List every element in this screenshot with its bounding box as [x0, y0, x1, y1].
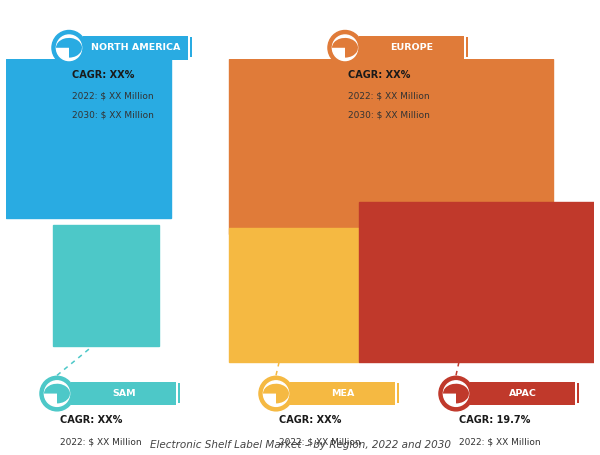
- FancyBboxPatch shape: [466, 51, 468, 57]
- FancyBboxPatch shape: [466, 43, 468, 50]
- Text: CAGR: XX%: CAGR: XX%: [348, 70, 410, 80]
- Bar: [359, 202, 594, 362]
- FancyBboxPatch shape: [83, 36, 188, 60]
- Text: EUROPE: EUROPE: [391, 43, 434, 52]
- Text: SAM: SAM: [112, 389, 136, 398]
- FancyBboxPatch shape: [178, 389, 180, 396]
- FancyBboxPatch shape: [190, 43, 192, 50]
- Text: 2022: $ XX Million: 2022: $ XX Million: [348, 91, 430, 101]
- Text: 2030: $ XX Million: 2030: $ XX Million: [72, 111, 154, 120]
- Text: 2022: $ XX Million: 2022: $ XX Million: [459, 437, 541, 446]
- Text: 2022: $ XX Million: 2022: $ XX Million: [72, 91, 154, 101]
- Ellipse shape: [259, 376, 293, 411]
- Text: CAGR: 19.7%: CAGR: 19.7%: [459, 415, 530, 425]
- Text: Electronic Shelf Label Market – by Region, 2022 and 2030: Electronic Shelf Label Market – by Regio…: [149, 440, 451, 450]
- FancyBboxPatch shape: [359, 36, 464, 60]
- Text: MEA: MEA: [331, 389, 355, 398]
- Ellipse shape: [56, 35, 82, 61]
- Wedge shape: [44, 384, 70, 404]
- FancyBboxPatch shape: [466, 37, 468, 44]
- FancyBboxPatch shape: [178, 396, 180, 403]
- FancyBboxPatch shape: [190, 37, 192, 44]
- Bar: [229, 59, 553, 234]
- FancyBboxPatch shape: [577, 389, 579, 396]
- Ellipse shape: [44, 381, 70, 406]
- Wedge shape: [332, 38, 358, 58]
- Bar: [53, 225, 159, 346]
- Text: 2022: $ XX Million: 2022: $ XX Million: [60, 437, 142, 446]
- FancyBboxPatch shape: [577, 383, 579, 389]
- FancyBboxPatch shape: [470, 382, 575, 405]
- FancyBboxPatch shape: [178, 383, 180, 389]
- Wedge shape: [443, 384, 469, 404]
- Wedge shape: [56, 38, 82, 58]
- Text: CAGR: XX%: CAGR: XX%: [279, 415, 341, 425]
- Ellipse shape: [443, 381, 469, 406]
- FancyBboxPatch shape: [71, 382, 176, 405]
- Ellipse shape: [332, 35, 358, 61]
- FancyBboxPatch shape: [397, 396, 399, 403]
- FancyBboxPatch shape: [397, 389, 399, 396]
- Ellipse shape: [263, 381, 289, 406]
- Bar: [6, 59, 170, 218]
- FancyBboxPatch shape: [190, 51, 192, 57]
- Ellipse shape: [40, 376, 74, 411]
- Text: 2030: $ XX Million: 2030: $ XX Million: [348, 111, 430, 120]
- Ellipse shape: [52, 30, 86, 65]
- Wedge shape: [263, 384, 289, 404]
- Text: NORTH AMERICA: NORTH AMERICA: [91, 43, 181, 52]
- FancyBboxPatch shape: [577, 396, 579, 403]
- Text: 2022: $ XX Million: 2022: $ XX Million: [279, 437, 361, 446]
- Bar: [229, 228, 359, 362]
- Text: CAGR: XX%: CAGR: XX%: [72, 70, 134, 80]
- FancyBboxPatch shape: [397, 383, 399, 389]
- Ellipse shape: [439, 376, 473, 411]
- Ellipse shape: [328, 30, 362, 65]
- Text: APAC: APAC: [509, 389, 537, 398]
- Text: CAGR: XX%: CAGR: XX%: [60, 415, 122, 425]
- FancyBboxPatch shape: [290, 382, 395, 405]
